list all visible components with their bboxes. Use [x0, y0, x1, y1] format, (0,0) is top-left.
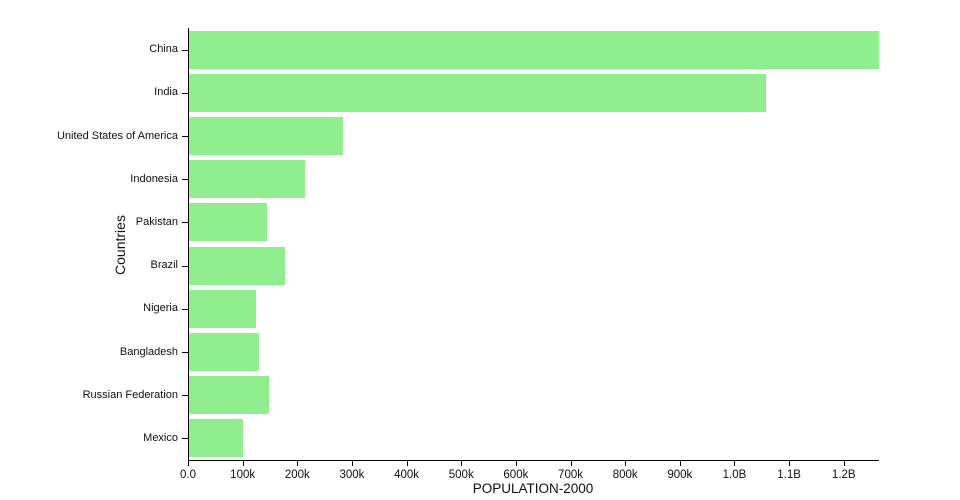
x-tick-mark	[625, 460, 626, 466]
y-tick-label: Bangladesh	[119, 345, 178, 358]
bar-united-states-of-america	[189, 117, 344, 155]
x-tick-label: 700k	[558, 469, 583, 481]
x-tick-label: 900k	[667, 469, 693, 481]
y-tick-mark	[182, 50, 188, 51]
y-tick-label: Brazil	[150, 259, 178, 272]
x-tick-label: 300k	[339, 469, 365, 481]
x-tick-mark	[571, 460, 572, 466]
y-tick-mark	[182, 352, 188, 353]
y-tick-mark	[182, 266, 188, 267]
y-axis-line	[188, 28, 189, 461]
x-tick-mark	[407, 460, 408, 466]
y-tick-label: Russian Federation	[82, 388, 178, 401]
x-tick-label: 500k	[448, 469, 474, 481]
x-tick-label: 1.0B	[722, 469, 747, 481]
y-tick-mark	[182, 309, 188, 310]
x-tick-label: 100k	[230, 469, 256, 481]
x-tick-mark	[734, 460, 735, 466]
bar-bangladesh	[189, 333, 259, 371]
x-tick-mark	[461, 460, 462, 466]
x-tick-mark	[352, 460, 353, 466]
y-tick-label: Nigeria	[143, 302, 178, 315]
bar-russian-federation	[189, 376, 270, 415]
y-tick-mark	[182, 438, 188, 439]
x-tick-label: 800k	[612, 469, 638, 481]
x-tick-label: 600k	[503, 469, 529, 481]
bar-india	[189, 73, 767, 112]
bar-pakistan	[189, 203, 267, 242]
x-tick-mark	[188, 460, 189, 466]
y-tick-label: India	[154, 86, 178, 99]
y-tick-mark	[182, 93, 188, 94]
bar-brazil	[189, 246, 285, 285]
x-tick-label: 400k	[394, 469, 420, 481]
y-tick-label: China	[149, 43, 178, 56]
x-tick-mark	[243, 460, 244, 466]
x-tick-mark	[789, 460, 790, 466]
x-tick-label: 0.0	[180, 469, 196, 481]
x-tick-mark	[680, 460, 681, 466]
x-tick-mark	[516, 460, 517, 466]
bar-china	[189, 30, 879, 69]
y-tick-mark	[182, 136, 188, 137]
x-axis-line	[188, 460, 879, 461]
x-tick-label: 1.1B	[777, 469, 801, 481]
y-tick-label: United States of America	[56, 129, 178, 142]
y-tick-label: Mexico	[143, 431, 178, 444]
y-tick-mark	[182, 179, 188, 180]
y-tick-label: Indonesia	[130, 172, 178, 185]
bar-indonesia	[189, 160, 305, 199]
x-axis-title: POPULATION-2000	[472, 481, 594, 496]
x-tick-label: 1.2B	[831, 469, 856, 481]
bar-nigeria	[189, 289, 256, 328]
y-tick-mark	[182, 395, 188, 396]
x-tick-mark	[297, 460, 298, 466]
bar-mexico	[189, 419, 244, 458]
x-tick-label: 200k	[284, 469, 310, 481]
y-tick-label: Pakistan	[135, 215, 178, 228]
y-tick-mark	[182, 222, 188, 223]
x-tick-mark	[844, 460, 845, 466]
